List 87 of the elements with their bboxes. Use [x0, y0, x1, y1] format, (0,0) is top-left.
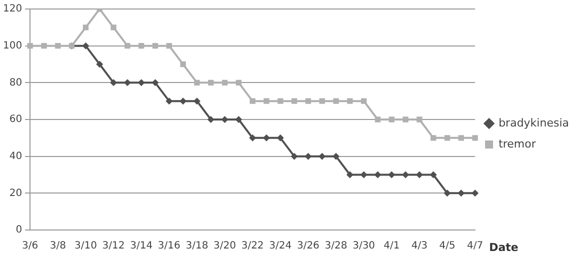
y-tick-label: 20	[9, 188, 22, 199]
x-tick-label: 3/26	[296, 240, 320, 252]
point	[388, 171, 396, 178]
point	[110, 24, 116, 30]
x-axis-title: Date	[489, 240, 518, 254]
legend-label: tremor	[498, 137, 536, 150]
x-tick-label: 3/16	[158, 240, 180, 252]
point	[374, 116, 381, 122]
y-tick-label: 80	[9, 77, 22, 88]
point	[346, 171, 354, 178]
point	[236, 80, 242, 86]
point	[444, 135, 450, 141]
point	[291, 98, 298, 104]
point	[138, 43, 144, 49]
point	[41, 43, 47, 49]
point	[207, 116, 214, 123]
point	[360, 171, 368, 178]
x-tick-label: 3/14	[130, 240, 153, 252]
point	[388, 116, 394, 122]
x-tick-label: 4/3	[411, 240, 428, 252]
point	[124, 79, 131, 86]
point	[458, 135, 464, 141]
point	[304, 152, 312, 160]
point	[222, 80, 228, 86]
point	[416, 171, 423, 178]
point	[262, 134, 270, 142]
x-tick-label: 3/12	[102, 240, 125, 252]
point	[124, 43, 130, 49]
point	[290, 152, 298, 160]
point	[250, 98, 256, 104]
point	[472, 190, 479, 197]
x-tick-label: 3/8	[50, 240, 66, 252]
point	[402, 171, 410, 178]
x-tick-label: 4/7	[467, 240, 484, 252]
point	[221, 116, 228, 123]
point	[166, 43, 172, 49]
y-tick-label: 40	[9, 150, 22, 162]
point	[360, 98, 367, 104]
point	[278, 98, 284, 104]
point	[194, 80, 200, 86]
point	[430, 171, 437, 178]
point	[276, 134, 284, 142]
y-tick-label: 60	[9, 114, 22, 126]
point	[180, 98, 187, 105]
y-tick-label: 100	[2, 40, 22, 52]
x-tick-label: 3/30	[352, 240, 376, 252]
point	[235, 116, 242, 123]
point	[27, 43, 33, 49]
x-tick-label: 4/5	[439, 240, 456, 252]
x-tick-label: 4/1	[384, 240, 400, 252]
point	[430, 135, 436, 141]
point	[332, 152, 340, 160]
point	[444, 190, 451, 197]
y-tick-label: 0	[16, 224, 22, 236]
point	[264, 98, 270, 104]
point	[347, 98, 353, 104]
point	[138, 79, 145, 86]
point	[96, 60, 104, 68]
point	[180, 61, 186, 68]
x-tick-label: 3/10	[74, 240, 97, 252]
point	[402, 116, 408, 122]
point	[82, 42, 90, 50]
x-tick-label: 3/28	[324, 240, 348, 252]
y-tick-label: 120	[2, 4, 22, 15]
x-tick-label: 3/24	[269, 240, 292, 252]
legend-label: bradykinesia	[498, 116, 570, 130]
point	[333, 98, 339, 104]
point	[472, 135, 478, 141]
x-tick-label: 3/20	[214, 240, 236, 252]
x-tick-label: 3/6	[22, 240, 38, 252]
point	[110, 79, 118, 86]
point	[249, 134, 256, 142]
point	[458, 190, 465, 197]
point	[416, 116, 422, 122]
point	[318, 152, 326, 160]
point	[305, 98, 312, 104]
point	[166, 98, 173, 105]
point	[193, 98, 200, 105]
x-tick-label: 3/22	[241, 240, 264, 252]
point	[152, 79, 159, 86]
point	[152, 43, 158, 49]
point	[374, 171, 382, 178]
point	[319, 98, 325, 104]
x-tick-label: 3/18	[186, 240, 208, 252]
point	[208, 80, 214, 86]
point	[82, 24, 89, 30]
point	[55, 43, 61, 49]
